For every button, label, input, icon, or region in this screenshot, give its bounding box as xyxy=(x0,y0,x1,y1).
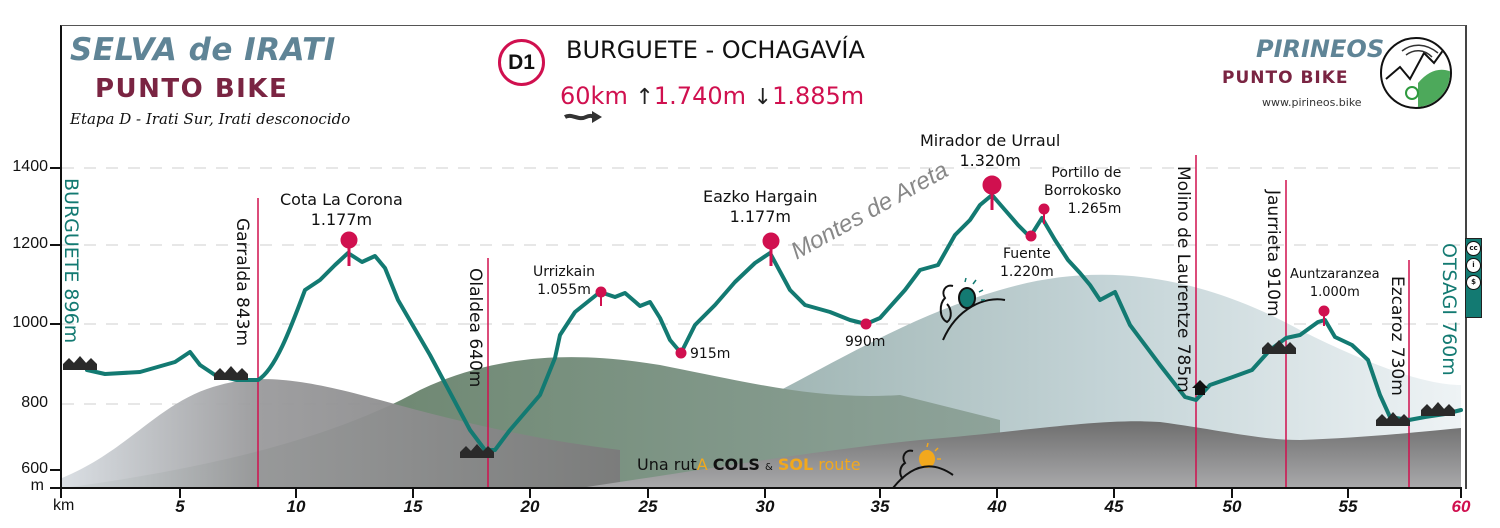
cyclist-icon xyxy=(939,277,1006,341)
y-tick-600: 600 xyxy=(21,460,48,477)
town-lines xyxy=(257,155,1410,488)
route-code-badge: D1 xyxy=(498,39,545,86)
elevation-line xyxy=(85,193,1463,452)
logo-url: www.pirineos.bike xyxy=(1262,96,1362,109)
y-tick-1400: 1400 xyxy=(12,158,48,175)
stage-label: Etapa D - Irati Sur, Irati desconocido xyxy=(70,110,351,128)
x-tick-25: 25 xyxy=(638,497,658,516)
logo-subtitle: PUNTO BIKE xyxy=(1222,68,1349,88)
down-arrow-icon: ↓ xyxy=(753,85,773,110)
house-icon xyxy=(1192,380,1208,395)
x-tick-30: 30 xyxy=(755,497,775,516)
x-tick-60: 60 xyxy=(1451,497,1471,516)
portillo-label: Portillo de Borrokosko 1.265m xyxy=(1044,165,1122,217)
eazko-label: Eazko Hargain 1.177m xyxy=(703,187,818,226)
route-stats: 60km ↑1.740m ↓1.885m xyxy=(560,82,864,110)
cyclist-sun-icon xyxy=(892,442,954,489)
start-town-label: BURGUETE 896m xyxy=(60,178,82,344)
town-house-icons xyxy=(63,340,1455,458)
descent: 1.885m xyxy=(772,82,865,110)
y-unit: m xyxy=(30,477,44,494)
oladea-label: Olaldea 640m xyxy=(465,268,485,388)
house-icon xyxy=(1376,412,1410,426)
urrizkain-label: Urrizkain 1.055m xyxy=(533,264,595,298)
nc-icon: $ xyxy=(1466,275,1481,290)
slogan: Una rutA COLS & SOL route xyxy=(637,455,861,474)
house-icon xyxy=(214,366,248,380)
hill-grey-right xyxy=(580,421,1461,488)
x-unit: km xyxy=(53,497,75,514)
house-icon xyxy=(1421,402,1455,416)
molino-label: Molino de Laurentze 785m xyxy=(1173,166,1193,393)
hill-grey-left xyxy=(62,379,620,488)
ezcaroz-label: Ezcaroz 730m xyxy=(1387,276,1407,396)
x-tick-20: 20 xyxy=(520,497,540,516)
x-tick-50: 50 xyxy=(1222,497,1242,516)
logo-title: PIRINEOS xyxy=(1256,35,1385,63)
wavy-arrow-right-icon xyxy=(564,111,602,123)
house-icon xyxy=(1262,340,1296,354)
x-tick-40: 40 xyxy=(987,497,1007,516)
y-tick-800: 800 xyxy=(21,394,48,411)
x-tick-45: 45 xyxy=(1104,497,1124,516)
distance: 60km xyxy=(560,82,628,110)
route-title: BURGUETE - OCHAGAVÍA xyxy=(566,36,865,64)
ascent: 1.740m xyxy=(653,82,746,110)
creative-commons-badge: cc i $ xyxy=(1465,238,1482,318)
y-tick-1200: 1200 xyxy=(12,235,48,252)
garralda-label: Garralda 843m xyxy=(232,218,252,347)
auntza-label: Auntzaranzea 1.000m xyxy=(1290,267,1380,300)
x-tick-5: 5 xyxy=(175,497,185,516)
mountain-logo-icon xyxy=(1380,37,1452,109)
house-icon xyxy=(63,356,97,370)
x-tick-35: 35 xyxy=(870,497,890,516)
x-tick-15: 15 xyxy=(403,497,423,516)
brand-title: SELVA de IRATI xyxy=(70,32,336,68)
house-icon xyxy=(460,444,494,458)
up-arrow-icon: ↑ xyxy=(635,85,654,110)
mirador-label: Mirador de Urraul 1.320m xyxy=(920,131,1061,170)
brand-subtitle: PUNTO BIKE xyxy=(95,74,289,104)
x-tick-10: 10 xyxy=(286,497,306,516)
cota-label: Cota La Corona 1.177m xyxy=(280,190,403,229)
fuente-label: Fuente 1.220m xyxy=(1000,246,1054,280)
by-icon: i xyxy=(1466,258,1481,273)
low-915-label: 915m xyxy=(690,346,731,362)
y-tick-1000: 1000 xyxy=(12,314,48,331)
x-tick-55: 55 xyxy=(1338,497,1358,516)
summit-markers xyxy=(340,175,1330,359)
low-990-label: 990m xyxy=(845,334,886,350)
end-town-label: OTSAGI 760m xyxy=(1438,243,1460,376)
jaurrieta-label: Jaurrieta 910m xyxy=(1263,190,1283,317)
cc-icon: cc xyxy=(1466,241,1481,256)
